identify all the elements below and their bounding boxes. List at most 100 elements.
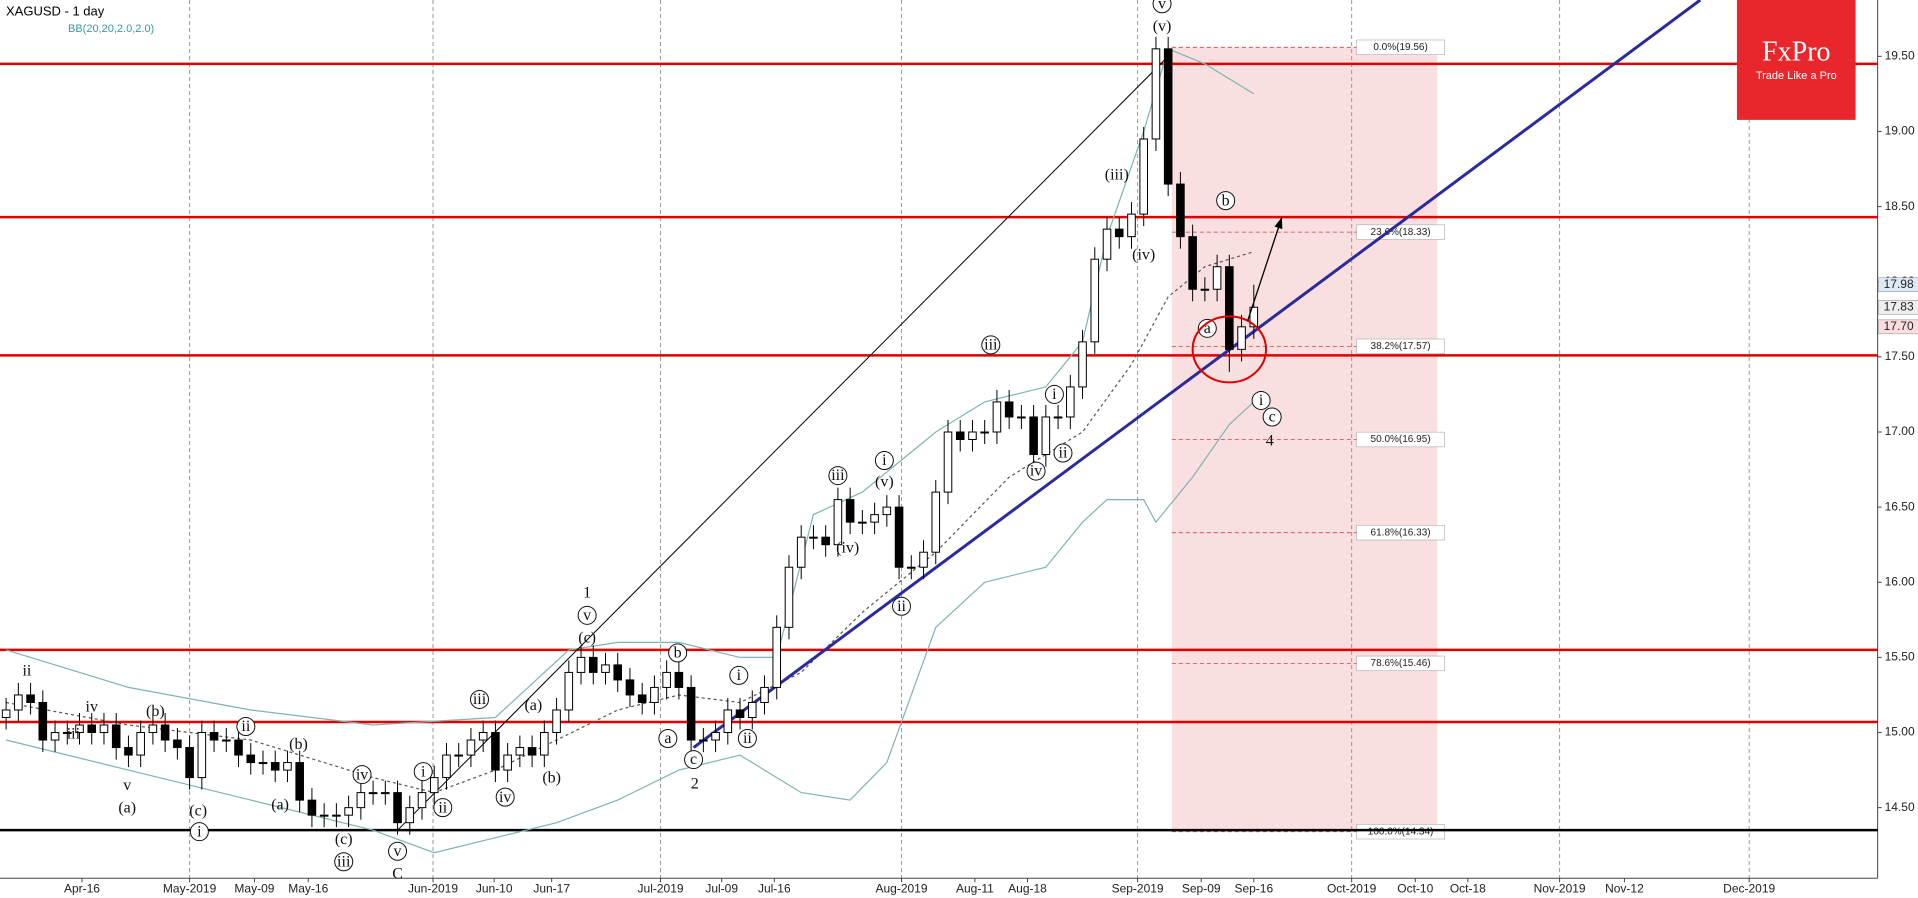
candle-body <box>1212 266 1222 290</box>
price-marker-label: 17.83 <box>1884 299 1914 313</box>
x-tick-label: Aug-11 <box>956 881 994 895</box>
candle-body <box>87 724 97 734</box>
price-marker <box>1878 299 1918 315</box>
x-tick-label: Sep-2019 <box>1112 881 1164 895</box>
candle-body <box>417 792 427 809</box>
fib-label-box <box>1356 655 1445 672</box>
candle-body <box>1029 416 1038 456</box>
candle-body <box>1188 236 1197 290</box>
fib-label: 0.0%(19.56) <box>1373 42 1427 53</box>
wave-label: iii <box>473 691 487 708</box>
y-tick-label: 17.00 <box>1885 424 1915 438</box>
candle-body <box>356 792 366 809</box>
wave-circle <box>236 717 256 737</box>
candle-body <box>1041 416 1051 456</box>
wave-label-major: 4 <box>1266 433 1274 450</box>
wave-circle <box>470 689 489 709</box>
fib-layer: 0.0%(19.56) 23.6%(18.33) 38.2%(17.57) 50.0%… <box>1171 39 1445 840</box>
wave-label: iii <box>984 337 998 354</box>
x-tick-label: May-16 <box>288 881 328 895</box>
wave-circle <box>1262 407 1282 427</box>
candle-body <box>38 701 48 741</box>
candle-body <box>735 709 745 718</box>
wave-label: (c) <box>578 630 596 647</box>
candle-body <box>295 762 304 801</box>
candle-body <box>907 566 916 569</box>
wave-circle <box>1197 318 1217 338</box>
wave-label: (b) <box>542 769 561 786</box>
y-tick-label: 14.50 <box>1885 800 1915 814</box>
candle-body <box>943 431 953 493</box>
candle-body <box>968 431 977 441</box>
wave-label: (a) <box>524 697 542 714</box>
wave-label: (c) <box>189 802 207 819</box>
x-tick-label: Oct-10 <box>1397 881 1433 895</box>
levels-layer <box>0 62 1878 832</box>
wave-label: (b) <box>146 703 165 720</box>
candle-body <box>1225 266 1234 350</box>
wave-label: a <box>1204 320 1211 337</box>
trend-layer <box>397 0 1702 831</box>
wave-label: iv <box>86 699 98 716</box>
candle-body <box>882 506 892 516</box>
arrow-line <box>1247 216 1283 322</box>
wave-circle <box>737 729 757 749</box>
wave-circle <box>828 466 848 486</box>
wave-label: iv <box>1030 463 1042 480</box>
wave-label: iv <box>499 789 511 806</box>
x-tick-label: Nov-12 <box>1605 881 1644 895</box>
wave-circle <box>1053 443 1073 463</box>
wave-label: i <box>882 452 887 469</box>
candle-body <box>711 732 720 741</box>
candle-body <box>931 491 941 553</box>
fib-label-box <box>1356 525 1445 541</box>
candle-body <box>26 694 35 703</box>
x-tick-label: Jul-16 <box>758 881 791 895</box>
wave-label: i <box>737 667 742 684</box>
chart-title: XAGUSD - 1 day <box>6 3 105 18</box>
candle-body <box>576 656 586 673</box>
wave-label-major: 2 <box>691 775 699 792</box>
candle-body <box>234 739 243 756</box>
candle-body <box>246 754 256 764</box>
wave-label: iii <box>337 853 351 870</box>
y-tick-label: 16.50 <box>1885 499 1915 513</box>
candle-body <box>136 732 145 756</box>
wave-label: (b) <box>289 736 308 753</box>
x-tick-label: Jun-10 <box>476 881 513 895</box>
candle-body <box>1 709 11 718</box>
wave-label: (v) <box>875 473 894 490</box>
wave-label: i <box>197 823 202 840</box>
fib-label: 78.6%(15.46) <box>1371 658 1431 669</box>
wave-label: (c) <box>335 831 353 848</box>
candle-body <box>784 566 794 628</box>
wave-label: ii <box>22 663 31 680</box>
logo-name: FxPro <box>1762 36 1830 67</box>
candle-body <box>637 694 647 703</box>
candle-body <box>491 732 500 771</box>
wave-label: b <box>1222 192 1230 209</box>
wave-label: c <box>690 751 697 768</box>
candle-body <box>381 792 390 795</box>
wave-label: v <box>1158 0 1166 12</box>
x-tick-label: Jun-17 <box>533 881 570 895</box>
candle-body <box>14 694 23 711</box>
candle-body <box>955 431 965 441</box>
candle-body <box>124 747 133 756</box>
candle-body <box>552 709 561 734</box>
y-tick-label: 18.50 <box>1885 199 1915 213</box>
x-tick-label: Jun-2019 <box>408 881 458 895</box>
y-tick-label: 17.50 <box>1885 349 1915 363</box>
wave-label: (a) <box>271 796 289 813</box>
candle-body <box>980 431 989 434</box>
wave-circle <box>874 451 894 471</box>
x-tick-label: Oct-18 <box>1450 881 1486 895</box>
candle-body <box>796 536 806 568</box>
price-marker <box>1878 319 1918 335</box>
candle-body <box>1249 306 1259 328</box>
logo-box <box>1736 0 1856 120</box>
candle-body <box>258 762 268 765</box>
price-marker-label: 17.98 <box>1884 277 1914 291</box>
candle-body <box>650 686 659 703</box>
wave-circle <box>413 762 433 782</box>
